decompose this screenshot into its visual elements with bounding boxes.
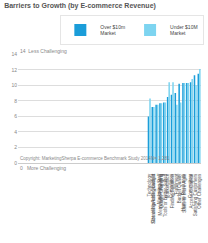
svg-text:Sales or More AgileCompetitors: Sales or More AgileCompetitors (182, 173, 193, 213)
svg-text:Barriers to Growth (by E-comme: Barriers to Growth (by E-commerce Revenu… (4, 2, 156, 10)
svg-text:8: 8 (14, 98, 17, 104)
svg-text:Satisfying Customers: Satisfying Customers (193, 173, 198, 216)
svg-text:Human Resources: Human Resources (181, 173, 186, 211)
svg-text:Fulfillment: Fulfillment (174, 173, 179, 194)
svg-text:12: 12 (11, 67, 17, 73)
svg-text:6: 6 (14, 113, 17, 119)
svg-text:4: 4 (14, 129, 17, 135)
svg-text:Size of Marketing Budget: Size of Marketing Budget (151, 173, 156, 224)
svg-text:Copyright: MarketingSherpa E-c: Copyright: MarketingSherpa E-commerce Be… (20, 156, 151, 161)
svg-text:Over $10mMarket: Over $10mMarket (100, 24, 125, 37)
svg-text:Budget Quality: Budget Quality (177, 173, 182, 203)
svg-text:Access to Capital: Access to Capital (189, 174, 194, 209)
svg-text:Finding Solutions: Finding Solutions (170, 173, 175, 208)
svg-text:Under $10MMarket: Under $10MMarket (170, 24, 198, 37)
svg-text:14: 14 (11, 51, 17, 57)
svg-text:Metrics or Publishing: Metrics or Publishing (158, 173, 163, 215)
svg-text:N= 1,281: N= 1,281 (151, 156, 170, 161)
svg-text:14 Less Challenging: 14 Less Challenging (20, 48, 67, 54)
svg-text:Other Challenges: Other Challenges (197, 173, 202, 209)
svg-text:Tools or Better-SuitedCompetit: Tools or Better-SuitedCompetitors (163, 173, 174, 217)
svg-text:10: 10 (11, 82, 17, 88)
svg-text:Quality ChangingMarketplace: Quality ChangingMarketplace (159, 173, 170, 208)
svg-text:Obtaining Add'l QualifiedMarke: Obtaining Add'l QualifiedMarketing Staff (151, 173, 162, 223)
svg-text:2: 2 (14, 144, 17, 150)
svg-text:0 More Challenging: 0 More Challenging (20, 165, 66, 171)
svg-text:0: 0 (14, 160, 17, 166)
svg-text:Technology: Technology (147, 173, 152, 197)
